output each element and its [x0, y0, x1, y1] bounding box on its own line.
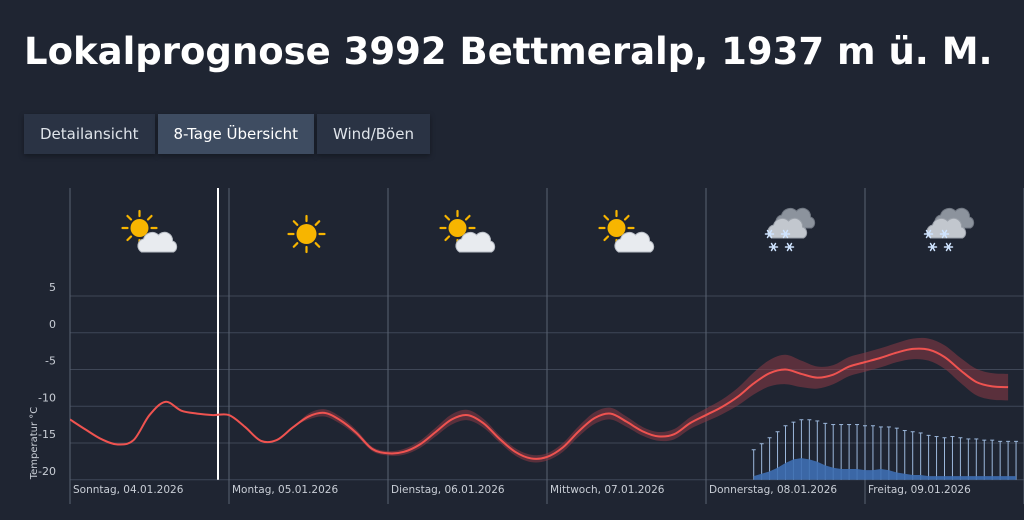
sun-cloud-icon	[121, 209, 178, 253]
day-label: Freitag, 09.01.2026	[868, 484, 971, 496]
snow-cloud-icon	[923, 207, 975, 252]
day-label: Sonntag, 04.01.2026	[73, 484, 184, 496]
snow-cloud-icon	[764, 207, 816, 252]
view-tabs: Detailansicht 8-Tage Übersicht Wind/Böen	[24, 114, 430, 154]
sun-icon	[287, 214, 326, 254]
day-label: Mittwoch, 07.01.2026	[550, 484, 665, 496]
y-tick-label: -15	[38, 428, 56, 441]
y-tick-label: 0	[49, 318, 56, 331]
day-labels: Sonntag, 04.01.2026 Montag, 05.01.2026 Die…	[73, 484, 971, 496]
y-tick-label: 5	[49, 281, 56, 294]
day-label: Dienstag, 06.01.2026	[391, 484, 505, 496]
day-label: Donnerstag, 08.01.2026	[709, 484, 837, 496]
precipitation-area	[753, 458, 1017, 480]
tab-detailansicht[interactable]: Detailansicht	[24, 114, 155, 154]
tab-wind-boeen[interactable]: Wind/Böen	[317, 114, 430, 154]
y-tick-label: -20	[38, 465, 56, 478]
sun-cloud-icon	[439, 209, 496, 253]
temperature-uncertainty-band	[70, 337, 1009, 463]
y-axis-label: Temperatur °C	[29, 407, 40, 481]
y-tick-label: -5	[45, 355, 56, 368]
sun-cloud-icon	[598, 209, 655, 253]
plot-area	[70, 337, 1019, 480]
temperature-line	[70, 347, 1009, 460]
tab-8-tage-uebersicht[interactable]: 8-Tage Übersicht	[157, 114, 314, 154]
page-title: Lokalprognose 3992 Bettmeralp, 1937 m ü.…	[24, 30, 993, 73]
day-label: Montag, 05.01.2026	[232, 484, 338, 496]
weather-icons	[121, 207, 975, 254]
y-tick-label: -10	[38, 391, 56, 404]
